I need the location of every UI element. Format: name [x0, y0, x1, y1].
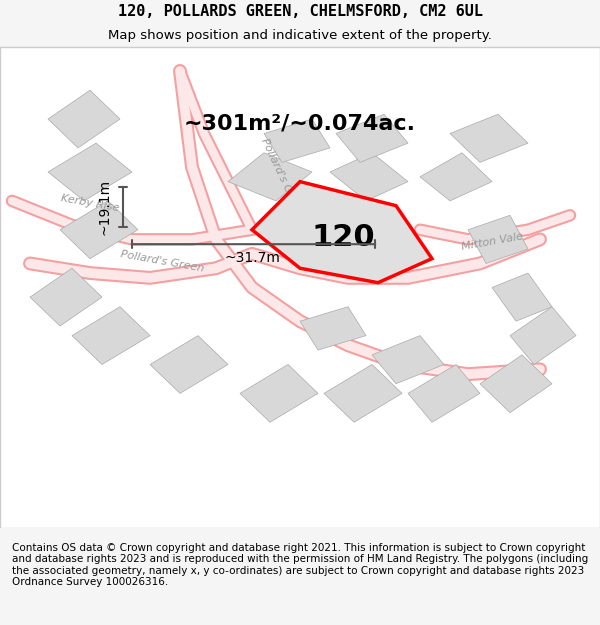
Text: Mitton Vale: Mitton Vale [460, 231, 524, 252]
Polygon shape [252, 182, 432, 282]
Polygon shape [372, 336, 444, 384]
Polygon shape [228, 152, 312, 201]
Polygon shape [330, 152, 408, 201]
Polygon shape [336, 114, 408, 162]
Polygon shape [510, 307, 576, 364]
Text: Kerby Rise: Kerby Rise [60, 193, 120, 213]
Text: 120, POLLARDS GREEN, CHELMSFORD, CM2 6UL: 120, POLLARDS GREEN, CHELMSFORD, CM2 6UL [118, 4, 482, 19]
Polygon shape [60, 201, 138, 259]
Polygon shape [150, 336, 228, 393]
Polygon shape [420, 152, 492, 201]
Polygon shape [408, 364, 480, 423]
Polygon shape [240, 364, 318, 423]
Text: Pollard's Green: Pollard's Green [260, 136, 304, 218]
Polygon shape [30, 268, 102, 326]
Polygon shape [300, 307, 366, 350]
Polygon shape [468, 215, 528, 264]
Polygon shape [264, 119, 330, 162]
Text: ~301m²/~0.074ac.: ~301m²/~0.074ac. [184, 114, 416, 134]
Polygon shape [48, 90, 120, 148]
Text: ~31.7m: ~31.7m [224, 251, 280, 266]
Text: 120: 120 [311, 223, 375, 253]
Polygon shape [492, 273, 552, 321]
Text: Contains OS data © Crown copyright and database right 2021. This information is : Contains OS data © Crown copyright and d… [12, 542, 588, 588]
Text: Pollard's Green: Pollard's Green [119, 249, 205, 273]
Polygon shape [480, 355, 552, 412]
Polygon shape [450, 114, 528, 162]
Text: Map shows position and indicative extent of the property.: Map shows position and indicative extent… [108, 29, 492, 42]
Polygon shape [324, 364, 402, 423]
Polygon shape [72, 307, 150, 364]
Polygon shape [48, 143, 132, 201]
Text: ~19.1m: ~19.1m [97, 179, 111, 235]
